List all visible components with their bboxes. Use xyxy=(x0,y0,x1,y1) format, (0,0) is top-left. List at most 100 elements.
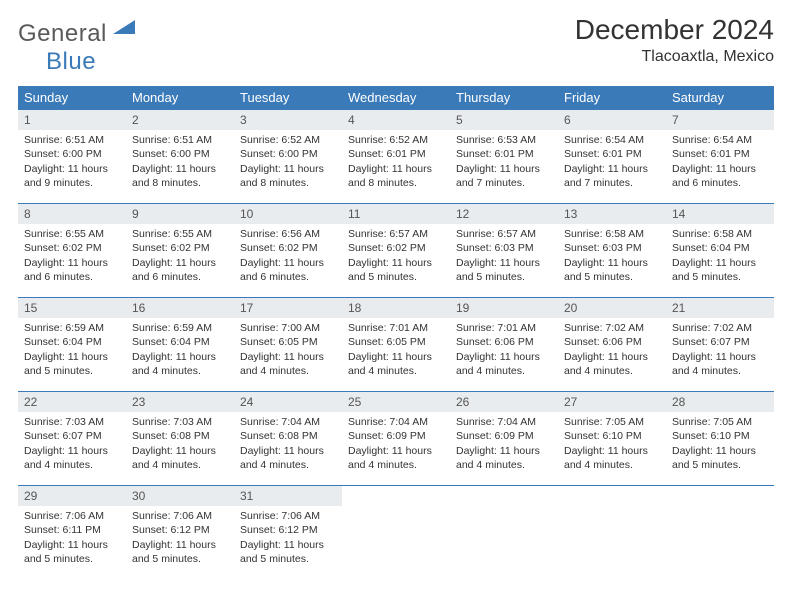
sunrise-line: Sunrise: 7:01 AM xyxy=(348,321,444,335)
sunset-line: Sunset: 6:02 PM xyxy=(132,241,228,255)
sunrise-line: Sunrise: 7:06 AM xyxy=(240,509,336,523)
sunrise-line: Sunrise: 7:05 AM xyxy=(564,415,660,429)
day-cell: 16Sunrise: 6:59 AMSunset: 6:04 PMDayligh… xyxy=(126,298,234,392)
day-cell: 17Sunrise: 7:00 AMSunset: 6:05 PMDayligh… xyxy=(234,298,342,392)
day-body: Sunrise: 7:04 AMSunset: 6:09 PMDaylight:… xyxy=(450,412,558,482)
sunrise-line: Sunrise: 7:06 AM xyxy=(24,509,120,523)
sunset-line: Sunset: 6:04 PM xyxy=(24,335,120,349)
sunrise-line: Sunrise: 7:04 AM xyxy=(240,415,336,429)
sunrise-line: Sunrise: 6:52 AM xyxy=(348,133,444,147)
day-body: Sunrise: 7:06 AMSunset: 6:11 PMDaylight:… xyxy=(18,506,126,576)
day-body: Sunrise: 6:54 AMSunset: 6:01 PMDaylight:… xyxy=(666,130,774,200)
day-number: 6 xyxy=(558,110,666,130)
sunrise-line: Sunrise: 6:53 AM xyxy=(456,133,552,147)
sunset-line: Sunset: 6:01 PM xyxy=(564,147,660,161)
daylight-line: Daylight: 11 hours and 8 minutes. xyxy=(348,162,444,190)
sunset-line: Sunset: 6:05 PM xyxy=(240,335,336,349)
day-body: Sunrise: 6:51 AMSunset: 6:00 PMDaylight:… xyxy=(18,130,126,200)
day-cell: 5Sunrise: 6:53 AMSunset: 6:01 PMDaylight… xyxy=(450,110,558,204)
day-body: Sunrise: 7:03 AMSunset: 6:07 PMDaylight:… xyxy=(18,412,126,482)
sunset-line: Sunset: 6:11 PM xyxy=(24,523,120,537)
daylight-line: Daylight: 11 hours and 4 minutes. xyxy=(456,350,552,378)
day-body: Sunrise: 7:05 AMSunset: 6:10 PMDaylight:… xyxy=(666,412,774,482)
day-cell: 9Sunrise: 6:55 AMSunset: 6:02 PMDaylight… xyxy=(126,204,234,298)
week-row: 8Sunrise: 6:55 AMSunset: 6:02 PMDaylight… xyxy=(18,204,774,298)
day-cell: 13Sunrise: 6:58 AMSunset: 6:03 PMDayligh… xyxy=(558,204,666,298)
sunset-line: Sunset: 6:09 PM xyxy=(348,429,444,443)
sunrise-line: Sunrise: 6:56 AM xyxy=(240,227,336,241)
week-row: 29Sunrise: 7:06 AMSunset: 6:11 PMDayligh… xyxy=(18,486,774,580)
day-body: Sunrise: 6:54 AMSunset: 6:01 PMDaylight:… xyxy=(558,130,666,200)
sunset-line: Sunset: 6:06 PM xyxy=(564,335,660,349)
day-body: Sunrise: 7:03 AMSunset: 6:08 PMDaylight:… xyxy=(126,412,234,482)
daylight-line: Daylight: 11 hours and 4 minutes. xyxy=(564,350,660,378)
sunset-line: Sunset: 6:04 PM xyxy=(672,241,768,255)
daylight-line: Daylight: 11 hours and 4 minutes. xyxy=(132,444,228,472)
day-cell: 20Sunrise: 7:02 AMSunset: 6:06 PMDayligh… xyxy=(558,298,666,392)
day-body: Sunrise: 7:04 AMSunset: 6:09 PMDaylight:… xyxy=(342,412,450,482)
sunrise-line: Sunrise: 7:03 AM xyxy=(132,415,228,429)
day-body: Sunrise: 6:58 AMSunset: 6:03 PMDaylight:… xyxy=(558,224,666,294)
day-cell xyxy=(450,486,558,580)
sunset-line: Sunset: 6:00 PM xyxy=(24,147,120,161)
day-body: Sunrise: 7:01 AMSunset: 6:05 PMDaylight:… xyxy=(342,318,450,388)
day-cell: 8Sunrise: 6:55 AMSunset: 6:02 PMDaylight… xyxy=(18,204,126,298)
sunset-line: Sunset: 6:01 PM xyxy=(456,147,552,161)
day-cell: 7Sunrise: 6:54 AMSunset: 6:01 PMDaylight… xyxy=(666,110,774,204)
weekday-header: Monday xyxy=(126,86,234,110)
daylight-line: Daylight: 11 hours and 4 minutes. xyxy=(132,350,228,378)
daylight-line: Daylight: 11 hours and 5 minutes. xyxy=(564,256,660,284)
daylight-line: Daylight: 11 hours and 7 minutes. xyxy=(564,162,660,190)
day-body: Sunrise: 6:52 AMSunset: 6:00 PMDaylight:… xyxy=(234,130,342,200)
daylight-line: Daylight: 11 hours and 5 minutes. xyxy=(672,256,768,284)
day-number: 3 xyxy=(234,110,342,130)
day-body: Sunrise: 7:01 AMSunset: 6:06 PMDaylight:… xyxy=(450,318,558,388)
sunrise-line: Sunrise: 6:57 AM xyxy=(348,227,444,241)
logo-word1: General xyxy=(18,20,107,47)
day-body: Sunrise: 6:57 AMSunset: 6:02 PMDaylight:… xyxy=(342,224,450,294)
day-cell: 18Sunrise: 7:01 AMSunset: 6:05 PMDayligh… xyxy=(342,298,450,392)
month-title: December 2024 xyxy=(575,14,774,46)
daylight-line: Daylight: 11 hours and 5 minutes. xyxy=(240,538,336,566)
day-number: 9 xyxy=(126,204,234,224)
sunset-line: Sunset: 6:12 PM xyxy=(240,523,336,537)
daylight-line: Daylight: 11 hours and 4 minutes. xyxy=(672,350,768,378)
day-number: 22 xyxy=(18,392,126,412)
day-cell: 29Sunrise: 7:06 AMSunset: 6:11 PMDayligh… xyxy=(18,486,126,580)
daylight-line: Daylight: 11 hours and 5 minutes. xyxy=(348,256,444,284)
day-number: 18 xyxy=(342,298,450,318)
week-row: 1Sunrise: 6:51 AMSunset: 6:00 PMDaylight… xyxy=(18,110,774,204)
day-cell: 6Sunrise: 6:54 AMSunset: 6:01 PMDaylight… xyxy=(558,110,666,204)
day-cell xyxy=(342,486,450,580)
sunrise-line: Sunrise: 6:58 AM xyxy=(564,227,660,241)
day-number: 17 xyxy=(234,298,342,318)
day-cell: 28Sunrise: 7:05 AMSunset: 6:10 PMDayligh… xyxy=(666,392,774,486)
day-cell: 21Sunrise: 7:02 AMSunset: 6:07 PMDayligh… xyxy=(666,298,774,392)
daylight-line: Daylight: 11 hours and 6 minutes. xyxy=(132,256,228,284)
sunset-line: Sunset: 6:12 PM xyxy=(132,523,228,537)
day-body: Sunrise: 7:06 AMSunset: 6:12 PMDaylight:… xyxy=(126,506,234,576)
weekday-header: Friday xyxy=(558,86,666,110)
day-number: 19 xyxy=(450,298,558,318)
daylight-line: Daylight: 11 hours and 7 minutes. xyxy=(456,162,552,190)
day-number: 7 xyxy=(666,110,774,130)
day-number: 5 xyxy=(450,110,558,130)
daylight-line: Daylight: 11 hours and 6 minutes. xyxy=(24,256,120,284)
sunset-line: Sunset: 6:10 PM xyxy=(672,429,768,443)
sunset-line: Sunset: 6:07 PM xyxy=(24,429,120,443)
day-number: 13 xyxy=(558,204,666,224)
day-number: 25 xyxy=(342,392,450,412)
day-body: Sunrise: 6:53 AMSunset: 6:01 PMDaylight:… xyxy=(450,130,558,200)
day-body: Sunrise: 6:56 AMSunset: 6:02 PMDaylight:… xyxy=(234,224,342,294)
day-number: 27 xyxy=(558,392,666,412)
location: Tlacoaxtla, Mexico xyxy=(575,48,774,66)
day-body: Sunrise: 6:55 AMSunset: 6:02 PMDaylight:… xyxy=(18,224,126,294)
day-cell: 24Sunrise: 7:04 AMSunset: 6:08 PMDayligh… xyxy=(234,392,342,486)
day-body: Sunrise: 7:00 AMSunset: 6:05 PMDaylight:… xyxy=(234,318,342,388)
day-number: 28 xyxy=(666,392,774,412)
logo-word2: Blue xyxy=(46,48,96,75)
sunrise-line: Sunrise: 6:55 AM xyxy=(24,227,120,241)
day-cell: 3Sunrise: 6:52 AMSunset: 6:00 PMDaylight… xyxy=(234,110,342,204)
sunset-line: Sunset: 6:02 PM xyxy=(348,241,444,255)
day-cell xyxy=(558,486,666,580)
